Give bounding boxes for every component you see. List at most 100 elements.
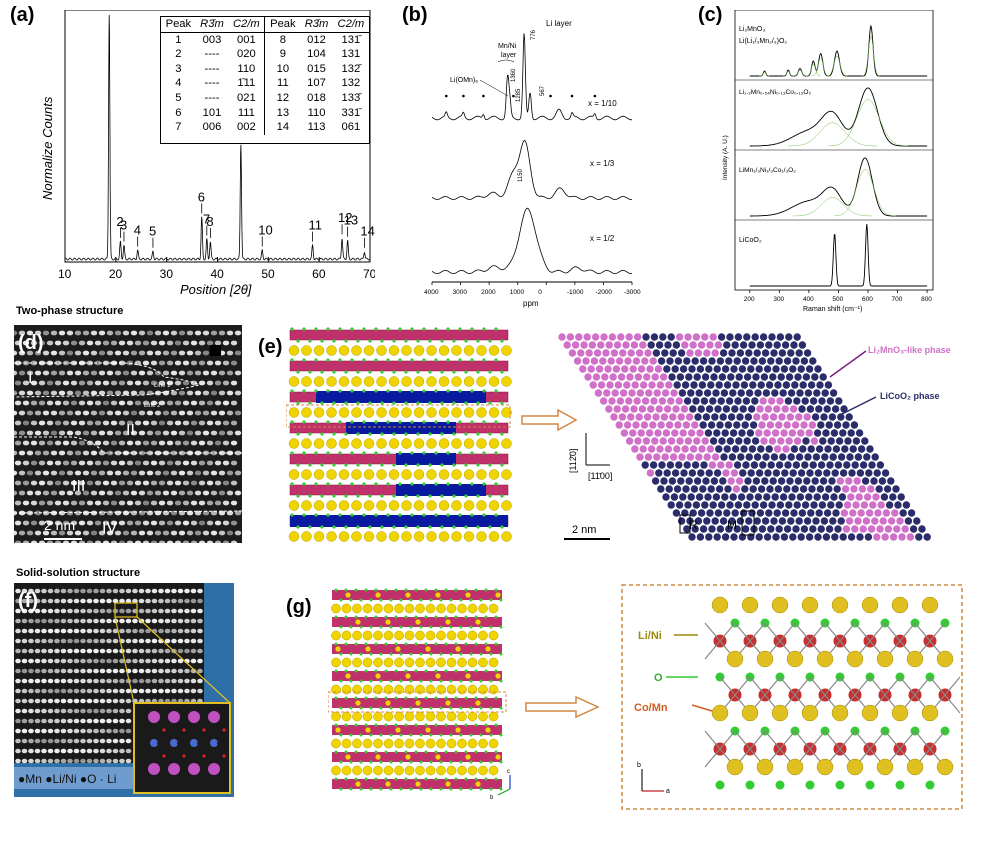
- oxygen-atom: [416, 525, 420, 529]
- licoo2-atom: [787, 453, 795, 461]
- licoo2-atom: [725, 357, 733, 365]
- licoo2-atom: [655, 341, 664, 349]
- licoo2-atom: [725, 397, 734, 405]
- table-cell: 012: [307, 33, 326, 46]
- li-ni-atom: [756, 758, 774, 776]
- atom-column: [58, 390, 66, 396]
- oxygen-atom: [404, 339, 408, 343]
- atomic-model-e: Li₂MnO₃-like phase LiCoO₂ phase [112̄0] …: [558, 333, 951, 541]
- atom-column: [67, 698, 73, 704]
- atom-column: [73, 608, 80, 614]
- atom-column: [47, 638, 54, 644]
- atom-column: [73, 648, 80, 654]
- li2mno3-atom: [673, 445, 681, 453]
- atom-column: [142, 360, 150, 366]
- li-atom: [415, 630, 425, 641]
- licoo2-atom: [825, 485, 833, 493]
- oxygen-atom: [489, 679, 493, 683]
- peak-label-1285: 1285: [516, 88, 522, 102]
- li-atom: [373, 738, 383, 749]
- atom-column: [38, 480, 46, 486]
- atom-column: [67, 628, 73, 634]
- li2mno3-atom: [727, 477, 735, 485]
- atom-column: [62, 500, 70, 506]
- licoo2-atom: [668, 373, 676, 381]
- li-ni-atom: [801, 596, 819, 614]
- table-cell: 110: [307, 106, 326, 119]
- li-atom: [501, 531, 512, 542]
- li-ni-atom: [936, 650, 954, 668]
- li2mno3-atom: [563, 341, 571, 349]
- licoo2-atom: [832, 509, 840, 517]
- li-atom: [351, 531, 362, 542]
- atom-column: [226, 490, 234, 496]
- oxygen-atom: [332, 463, 336, 467]
- li-ni-atom: [711, 704, 729, 722]
- atom-column: [67, 688, 73, 694]
- atom-column: [125, 688, 132, 694]
- atom-column: [47, 698, 54, 704]
- atom-column: [190, 658, 197, 664]
- atom-column: [73, 728, 80, 734]
- licoo2-atom: [730, 533, 738, 541]
- licoo2-atom: [737, 389, 745, 397]
- licoo2-atom: [749, 381, 757, 389]
- oxygen-atom: [374, 327, 378, 331]
- atom-column: [206, 520, 214, 526]
- licoo2-atom: [878, 477, 887, 485]
- atom-column: [80, 738, 86, 744]
- oxygen-atom: [364, 723, 368, 727]
- atom-column: [198, 380, 206, 386]
- licoo2-atom: [811, 477, 819, 485]
- oxygen-atom: [474, 696, 478, 700]
- li-atom: [476, 407, 487, 418]
- licoo2-atom: [777, 477, 786, 485]
- atom-column: [14, 520, 22, 526]
- oxygen-atom: [409, 598, 413, 602]
- oxygen-atom: [429, 679, 433, 683]
- oxygen-atom: [446, 358, 450, 362]
- atom-column: [112, 638, 119, 644]
- licoo2-atom: [837, 453, 846, 461]
- li2mno3-atom: [642, 437, 651, 445]
- licoo2-atom: [792, 461, 801, 469]
- atom-column: [170, 490, 178, 496]
- licoo2-atom: [694, 413, 702, 421]
- oxygen-atom: [359, 679, 363, 683]
- oxygen-atom: [488, 401, 492, 405]
- atom-column: [34, 648, 41, 654]
- oxygen-atom: [454, 723, 458, 727]
- atom-column: [50, 450, 58, 456]
- li-atom: [383, 765, 394, 776]
- atom-column: [218, 470, 226, 476]
- licoo2-atom: [651, 477, 660, 485]
- atom-column: [170, 450, 178, 456]
- atom-column: [198, 480, 206, 486]
- licoo2-atom: [720, 389, 729, 397]
- oxygen-atom: [409, 679, 413, 683]
- li2mno3-atom: [609, 373, 617, 381]
- li2mno3-atom: [849, 509, 857, 517]
- atom-column: [54, 658, 60, 664]
- licoo2-atom: [800, 357, 809, 365]
- licoo2-atom: [681, 509, 689, 517]
- atom-column: [67, 758, 73, 764]
- li2mno3-atom: [842, 525, 851, 533]
- licoo2-atom: [696, 533, 705, 541]
- atom-column: [190, 688, 197, 694]
- atom-column: [151, 688, 158, 694]
- li2mno3-atom: [889, 533, 898, 541]
- oxygen-atom: [349, 679, 353, 683]
- oxygen-atom: [380, 339, 384, 343]
- table-cell: 131̄: [341, 33, 361, 46]
- licoo2-atom: [809, 525, 817, 533]
- atom-column: [28, 738, 34, 744]
- oxygen-atom: [482, 358, 486, 362]
- li-atom: [488, 531, 500, 542]
- oxygen-atom: [459, 706, 463, 710]
- licoo2-atom: [812, 517, 820, 525]
- oxygen-atom: [464, 588, 468, 592]
- atom-column: [47, 748, 54, 754]
- table-cell: 6: [175, 106, 182, 119]
- oxygen-atom: [356, 525, 360, 529]
